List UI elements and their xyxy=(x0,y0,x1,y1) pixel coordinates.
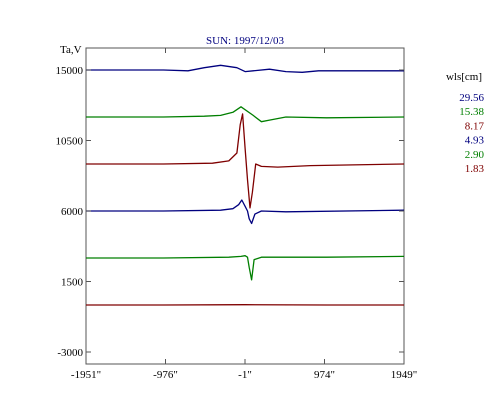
series-line-2 xyxy=(86,113,405,209)
series-line-4 xyxy=(86,255,405,281)
legend-entry: 1.83 xyxy=(465,163,485,175)
x-ticks: -1951" -976" -1" 974" 1949" xyxy=(71,48,417,381)
legend-entry: 15.38 xyxy=(459,106,484,118)
legend-entry: 8.17 xyxy=(465,120,485,132)
y-tick-label: 1500 xyxy=(61,277,84,289)
x-tick-label: 1949" xyxy=(391,369,418,381)
x-tick-label: -976" xyxy=(153,369,178,381)
series-line-3 xyxy=(86,199,405,225)
series-layer xyxy=(86,64,405,306)
legend-entry: 2.90 xyxy=(465,149,485,161)
x-tick-label: 974" xyxy=(314,369,335,381)
series-line-0 xyxy=(86,64,404,73)
y-tick-label: -3000 xyxy=(57,347,83,359)
y-tick-label: 15000 xyxy=(56,65,84,77)
chart-title: SUN: 1997/12/03 xyxy=(206,35,284,47)
legend-entry: 4.93 xyxy=(465,135,485,147)
y-ticks: 15000 10500 6000 1500 -3000 xyxy=(56,65,404,359)
legend: 29.56 15.38 8.17 4.93 2.90 1.83 xyxy=(459,92,484,175)
y-axis-label: Ta,V xyxy=(60,44,82,56)
y-tick-label: 6000 xyxy=(61,206,84,218)
series-line-1 xyxy=(86,106,405,123)
x-tick-label: -1951" xyxy=(71,369,101,381)
x-tick-label: -1" xyxy=(238,369,252,381)
legend-entry: 29.56 xyxy=(459,92,484,104)
legend-title: wls[cm] xyxy=(446,71,482,83)
y-tick-label: 10500 xyxy=(56,136,84,148)
